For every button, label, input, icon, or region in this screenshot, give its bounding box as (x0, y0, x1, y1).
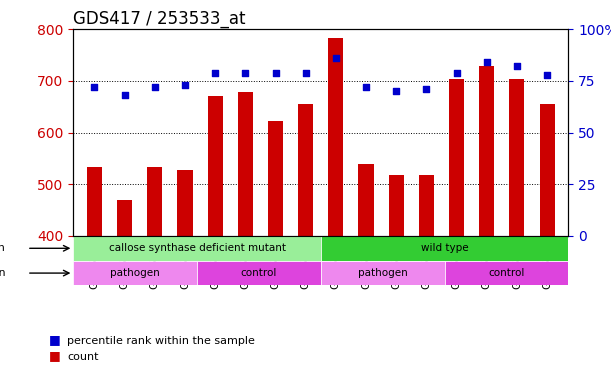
Text: ■: ■ (49, 333, 60, 346)
Point (150, 84, 159, 90)
Bar (449, 79, 464, 366)
Text: control: control (241, 268, 277, 278)
Point (180, 82, 190, 88)
Bar (510, 79, 524, 366)
Point (422, 86, 431, 92)
Point (210, 70, 220, 76)
Point (241, 70, 251, 76)
Bar (540, 104, 555, 366)
Text: callose synthase deficient mutant: callose synthase deficient mutant (109, 243, 285, 253)
Point (452, 70, 461, 76)
Text: count: count (67, 352, 99, 362)
Bar (419, 175, 434, 366)
Bar (298, 104, 313, 366)
Point (301, 70, 310, 76)
Point (271, 70, 280, 76)
FancyBboxPatch shape (73, 236, 321, 261)
Text: control: control (488, 268, 525, 278)
Bar (87, 167, 102, 366)
Point (512, 64, 522, 70)
FancyBboxPatch shape (321, 261, 445, 285)
Text: wild type: wild type (421, 243, 468, 253)
Text: pathogen: pathogen (111, 268, 160, 278)
Point (120, 93, 130, 98)
Bar (328, 38, 343, 366)
Point (542, 72, 552, 78)
Text: ■: ■ (49, 349, 60, 362)
Text: infection: infection (0, 268, 5, 278)
Point (361, 84, 371, 90)
Text: percentile rank within the sample: percentile rank within the sample (67, 336, 255, 346)
Bar (208, 96, 222, 366)
Bar (268, 121, 283, 366)
Bar (177, 170, 192, 366)
Bar (117, 200, 132, 366)
Bar (389, 175, 404, 366)
FancyBboxPatch shape (321, 236, 568, 261)
Point (391, 88, 401, 94)
Text: pathogen: pathogen (358, 268, 408, 278)
Point (90, 84, 100, 90)
Bar (359, 164, 373, 366)
FancyBboxPatch shape (445, 261, 568, 285)
Bar (147, 167, 163, 366)
FancyBboxPatch shape (197, 261, 321, 285)
Bar (238, 92, 253, 366)
FancyBboxPatch shape (73, 261, 197, 285)
Point (331, 55, 341, 61)
Bar (479, 67, 494, 366)
Point (482, 59, 492, 65)
Text: strain: strain (0, 243, 5, 253)
Text: GDS417 / 253533_at: GDS417 / 253533_at (73, 10, 246, 28)
